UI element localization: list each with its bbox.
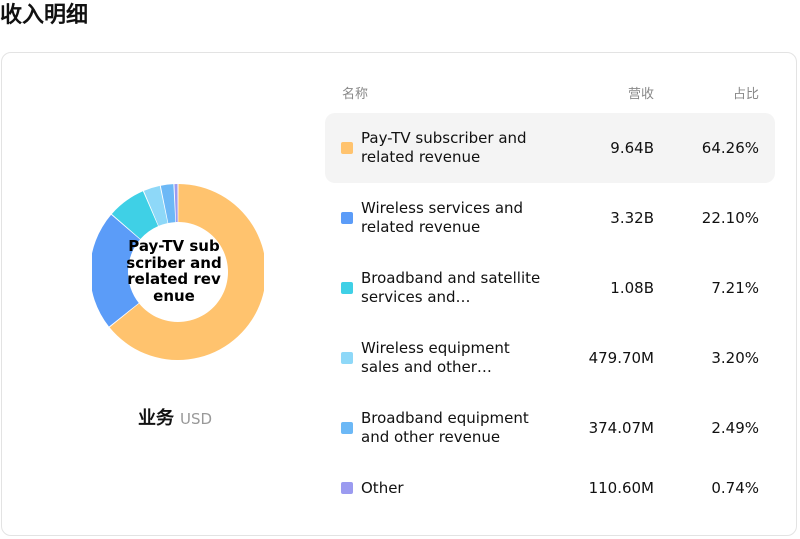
legend-swatch [341, 352, 353, 364]
legend-swatch [341, 282, 353, 294]
row-revenue: 1.08B [610, 279, 654, 297]
row-share: 2.49% [711, 419, 759, 437]
table-row[interactable]: Other 110.60M 0.74% [325, 453, 775, 523]
row-name: Broadband equipment and other revenue [361, 409, 529, 446]
donut-chart[interactable] [90, 182, 266, 362]
donut-center-label: Pay-TV subscriber and related revenue [126, 238, 222, 304]
header-revenue: 营收 [627, 87, 654, 102]
donut-slice[interactable] [109, 184, 266, 360]
row-share: 7.21% [711, 279, 759, 297]
row-share: 64.26% [701, 139, 759, 157]
header-share: 占比 [732, 87, 759, 102]
row-share: 3.20% [711, 349, 759, 367]
donut-slice[interactable] [111, 191, 159, 240]
table-row[interactable]: Broadband and satellite services and… 1.… [325, 253, 775, 323]
legend-swatch [341, 422, 353, 434]
row-name: Wireless services and related revenue [361, 199, 524, 236]
donut-slice[interactable] [160, 184, 176, 223]
donut-slice[interactable] [174, 184, 178, 223]
table-row[interactable]: Wireless services and related revenue 3.… [325, 183, 775, 253]
row-revenue: 110.60M [588, 479, 654, 497]
donut-slice[interactable] [143, 185, 168, 226]
table-row[interactable]: Pay-TV subscriber and related revenue 9.… [325, 113, 775, 183]
row-name: Pay-TV subscriber and related revenue [361, 129, 527, 166]
currency-unit: USD [179, 410, 213, 428]
legend-swatch [341, 142, 353, 154]
legend-swatch [341, 212, 353, 224]
page-title: 收入明细 [0, 3, 89, 28]
row-revenue: 479.70M [588, 349, 654, 367]
row-name: Broadband and satellite services and… [361, 269, 541, 306]
table-row[interactable]: Broadband equipment and other revenue 37… [325, 393, 775, 463]
legend-swatch [341, 482, 353, 494]
row-name: Wireless equipment sales and other… [361, 339, 510, 376]
row-revenue: 9.64B [610, 139, 654, 157]
row-share: 0.74% [711, 479, 759, 497]
table-row[interactable]: Wireless equipment sales and other… 479.… [325, 323, 775, 393]
segment-name: 业务 [137, 408, 174, 429]
donut-slice[interactable] [90, 214, 141, 327]
header-name: 名称 [342, 87, 369, 102]
row-revenue: 3.32B [610, 209, 654, 227]
row-share: 22.10% [701, 209, 759, 227]
segment-label: 业务 USD [110, 404, 240, 430]
row-name: Other [361, 479, 404, 497]
row-revenue: 374.07M [588, 419, 654, 437]
